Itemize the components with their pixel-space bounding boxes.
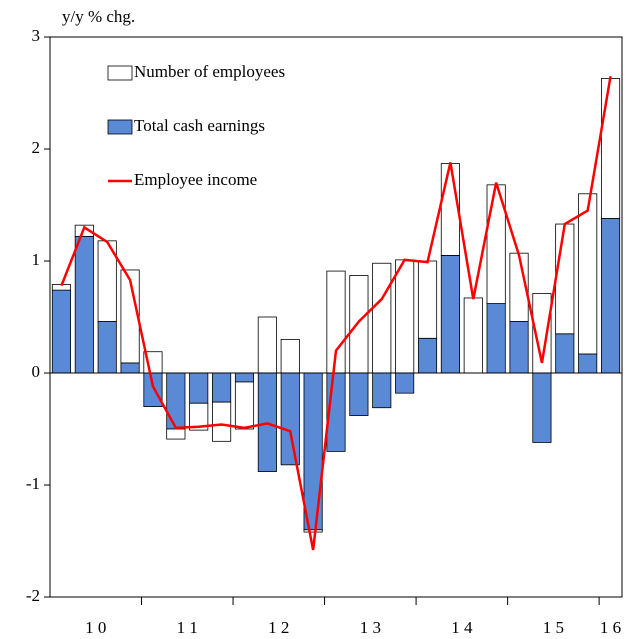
bar: [280, 372, 300, 466]
x-tick-label: 1 5: [543, 618, 564, 637]
y-axis-label: y/y % chg.: [62, 7, 135, 26]
bar: [509, 321, 529, 374]
x-tick-label: 1 6: [600, 618, 621, 637]
bar: [349, 372, 369, 416]
bar: [212, 401, 232, 442]
bar: [372, 262, 392, 374]
bar: [578, 353, 598, 374]
y-tick-label: 3: [32, 26, 41, 45]
bar: [189, 372, 209, 404]
line-series: [60, 75, 612, 551]
bar: [189, 402, 209, 431]
bar: [303, 529, 323, 533]
bar: [601, 78, 621, 219]
bar: [349, 275, 369, 374]
legend-swatch: [107, 119, 133, 135]
bar: [212, 372, 232, 403]
bar: [280, 338, 300, 374]
legend-label: Number of employees: [134, 62, 285, 81]
bar: [463, 297, 483, 374]
bar: [166, 428, 186, 440]
y-tick-label: 1: [32, 250, 41, 269]
x-tick-label: 1 1: [177, 618, 198, 637]
bar: [417, 260, 438, 339]
bar: [417, 337, 438, 374]
bar: [555, 333, 575, 374]
x-tick-label: 1 0: [85, 618, 106, 637]
bar: [440, 254, 460, 374]
y-tick-label: -2: [26, 586, 40, 605]
bar: [532, 372, 552, 443]
bar: [395, 372, 415, 394]
bar: [143, 372, 163, 407]
x-tick-label: 1 4: [451, 618, 473, 637]
bar: [372, 372, 392, 409]
plot-frame: [49, 36, 623, 598]
bar: [166, 372, 186, 430]
bar: [234, 381, 255, 430]
y-tick-label: 0: [32, 362, 41, 381]
bar: [440, 163, 460, 256]
bar: [120, 362, 140, 374]
bar: [601, 218, 621, 374]
bar: [395, 259, 415, 374]
y-tick-label: 2: [32, 138, 41, 157]
bar: [234, 372, 255, 383]
bar: [578, 193, 598, 355]
bar: [74, 235, 94, 374]
y-tick-label: -1: [26, 474, 40, 493]
legend-label: Total cash earnings: [134, 116, 265, 135]
bar: [97, 321, 117, 374]
bar: [120, 269, 140, 364]
bar: [303, 372, 323, 531]
bar: [51, 289, 71, 374]
bar: [555, 223, 575, 335]
legend-swatch: [107, 65, 133, 81]
legend-label: Employee income: [134, 170, 257, 189]
x-tick-label: 1 3: [360, 618, 381, 637]
bar: [486, 303, 506, 374]
x-tick-label: 1 2: [268, 618, 289, 637]
bar: [257, 316, 277, 374]
